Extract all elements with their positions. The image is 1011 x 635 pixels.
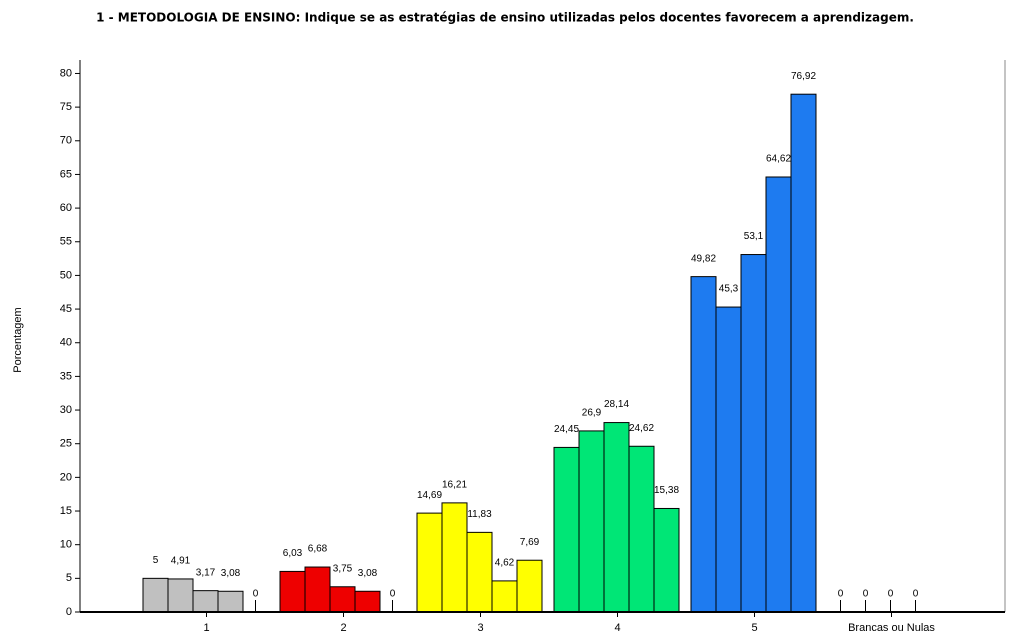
value-label: 0 bbox=[913, 589, 919, 600]
y-tick-label: 20 bbox=[60, 471, 72, 483]
y-tick-label: 60 bbox=[60, 202, 72, 214]
value-label: 0 bbox=[888, 589, 894, 600]
y-tick-label: 30 bbox=[60, 404, 72, 416]
y-tick-label: 25 bbox=[60, 438, 72, 450]
value-label: 4,62 bbox=[495, 558, 515, 569]
y-tick-label: 35 bbox=[60, 370, 72, 382]
value-label: 26,9 bbox=[582, 408, 602, 419]
bar bbox=[578, 430, 605, 613]
value-label: 16,21 bbox=[442, 480, 467, 491]
bar bbox=[553, 446, 580, 613]
x-tick-label: 5 bbox=[751, 622, 757, 634]
y-tick-label: 55 bbox=[60, 236, 72, 248]
value-label: 3,17 bbox=[196, 567, 216, 578]
value-label: 24,45 bbox=[554, 424, 579, 435]
bar bbox=[690, 276, 717, 613]
value-label: 11,83 bbox=[467, 509, 492, 520]
y-tick-label: 45 bbox=[60, 303, 72, 315]
x-tick-label: 2 bbox=[340, 622, 346, 634]
x-tick-label: 3 bbox=[477, 622, 483, 634]
value-label: 6,03 bbox=[283, 548, 303, 559]
value-label: 3,08 bbox=[358, 568, 378, 579]
bar bbox=[765, 176, 792, 613]
value-label: 3,75 bbox=[333, 563, 353, 574]
value-label: 28,14 bbox=[604, 399, 629, 410]
y-tick-label: 10 bbox=[60, 539, 72, 551]
y-tick-label: 70 bbox=[60, 135, 72, 147]
x-tick-label: 1 bbox=[203, 622, 209, 634]
bar bbox=[715, 306, 742, 613]
value-label: 24,62 bbox=[629, 423, 654, 434]
value-label: 4,91 bbox=[171, 556, 191, 567]
y-tick-label: 40 bbox=[60, 337, 72, 349]
y-tick-label: 5 bbox=[66, 572, 72, 584]
y-axis-label: Porcentagem bbox=[12, 307, 24, 372]
bar bbox=[142, 577, 169, 613]
value-label: 15,38 bbox=[654, 485, 679, 496]
bar bbox=[304, 566, 331, 613]
bar bbox=[653, 507, 680, 613]
bar bbox=[491, 580, 518, 613]
value-label: 0 bbox=[863, 589, 869, 600]
chart-title: 1 - METODOLOGIA DE ENSINO: Indique se as… bbox=[96, 11, 914, 25]
y-tick-label: 0 bbox=[66, 606, 72, 618]
bar bbox=[466, 531, 493, 613]
bar bbox=[516, 559, 543, 613]
y-tick-label: 50 bbox=[60, 269, 72, 281]
value-label: 7,69 bbox=[520, 537, 540, 548]
value-label: 64,62 bbox=[766, 154, 791, 165]
value-label: 14,69 bbox=[417, 490, 442, 501]
bar bbox=[790, 93, 817, 613]
bar bbox=[416, 512, 443, 613]
bar bbox=[354, 590, 381, 613]
value-label: 45,3 bbox=[719, 284, 739, 295]
value-label: 0 bbox=[390, 589, 396, 600]
x-tick-label: 4 bbox=[614, 622, 620, 634]
value-label: 76,92 bbox=[791, 71, 816, 82]
bar bbox=[279, 570, 306, 613]
value-label: 49,82 bbox=[691, 253, 716, 264]
x-tick-label: Brancas ou Nulas bbox=[848, 622, 935, 634]
y-tick-label: 65 bbox=[60, 168, 72, 180]
value-label: 0 bbox=[838, 589, 844, 600]
y-tick-label: 15 bbox=[60, 505, 72, 517]
value-label: 53,1 bbox=[744, 231, 764, 242]
bar bbox=[329, 586, 356, 613]
value-label: 6,68 bbox=[308, 544, 328, 555]
bar bbox=[192, 590, 219, 613]
bar bbox=[441, 502, 468, 613]
bar bbox=[217, 590, 244, 613]
bar bbox=[167, 578, 194, 613]
bar bbox=[603, 422, 630, 613]
y-tick-label: 80 bbox=[60, 67, 72, 79]
bar bbox=[740, 254, 767, 613]
value-label: 5 bbox=[153, 555, 159, 566]
value-label: 0 bbox=[253, 589, 259, 600]
value-label: 3,08 bbox=[221, 568, 241, 579]
bar bbox=[628, 445, 655, 613]
y-tick-label: 75 bbox=[60, 101, 72, 113]
